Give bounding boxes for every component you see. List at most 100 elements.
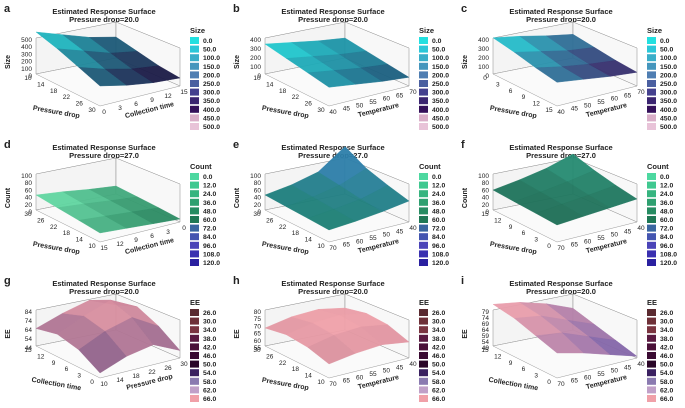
legend-swatch — [190, 395, 199, 402]
legend-swatch — [647, 360, 656, 368]
z-axis-label: Count — [234, 187, 241, 208]
legend-label: 50.0 — [203, 362, 216, 369]
legend-title: EE — [419, 298, 429, 307]
legend-title: EE — [190, 298, 200, 307]
legend-label: 0.0 — [432, 38, 442, 45]
legend-swatch — [190, 37, 199, 44]
x-tick-label: 15 — [24, 347, 32, 354]
z-tick-label: 100 — [21, 66, 32, 73]
legend-swatch — [190, 343, 199, 351]
y-tick-label: 65 — [571, 378, 579, 385]
legend-label: 84.0 — [432, 234, 445, 241]
legend-label: 48.0 — [432, 208, 445, 215]
y-tick-label: 55 — [369, 235, 377, 242]
legend-label: 350.0 — [203, 98, 220, 105]
legend-swatch — [647, 309, 656, 316]
y-tick-label: 40 — [409, 225, 417, 232]
surface-patch — [360, 184, 410, 212]
legend-swatch — [647, 207, 656, 215]
legend-label: 250.0 — [203, 81, 220, 88]
x-tick-label: 10 — [317, 243, 325, 250]
y-tick-label: 45 — [396, 364, 404, 371]
x-axis-label: Pressure drop — [32, 105, 80, 120]
x-tick-label: 9 — [52, 360, 56, 367]
y-tick-label: 40 — [557, 109, 565, 116]
legend-title: Size — [419, 26, 434, 35]
legend-label: 36.0 — [660, 200, 673, 207]
legend-label: 400.0 — [203, 107, 220, 114]
y-axis-label: Temperature — [585, 374, 627, 391]
legend-swatch — [419, 80, 428, 87]
y-tick-label: 65 — [343, 378, 351, 385]
legend-swatch — [419, 190, 428, 198]
legend-swatch — [190, 207, 199, 215]
legend-label: 500.0 — [203, 124, 220, 131]
y-tick-label: 12 — [116, 241, 124, 248]
legend-swatch — [190, 259, 199, 266]
z-tick-label: 400 — [250, 37, 261, 44]
z-axis-label: Size — [5, 55, 12, 69]
x-tick-label: 30 — [253, 211, 261, 218]
x-tick-label: 3 — [496, 81, 500, 88]
x-tick-label: 14 — [305, 373, 313, 380]
y-tick-label: 70 — [329, 245, 337, 252]
legend-label: 200.0 — [203, 72, 220, 79]
panel-title: Estimated Response Surface — [509, 7, 612, 16]
y-tick-label: 45 — [624, 364, 632, 371]
z-tick-label: 84 — [25, 309, 33, 316]
x-tick-label: 9 — [509, 224, 513, 231]
legend-swatch — [647, 37, 656, 44]
y-tick-label: 60 — [584, 238, 592, 245]
legend-swatch — [190, 45, 199, 53]
y-tick-label: 26 — [164, 365, 172, 372]
legend-swatch — [190, 114, 199, 122]
legend-label: 84.0 — [660, 234, 673, 241]
legend-swatch — [647, 224, 656, 232]
x-tick-label: 30 — [317, 107, 325, 114]
legend-label: 96.0 — [203, 243, 216, 250]
panel-title: Estimated Response Surface — [509, 143, 612, 152]
x-tick-label: 0 — [90, 379, 94, 386]
legend-label: 200.0 — [432, 72, 449, 79]
legend-swatch — [647, 190, 656, 198]
legend-label: 100.0 — [660, 55, 677, 62]
legend-swatch — [419, 88, 428, 96]
legend-swatch — [647, 114, 656, 122]
legend-swatch — [190, 334, 199, 342]
legend-swatch — [647, 377, 656, 385]
legend-label: 48.0 — [203, 208, 216, 215]
legend-swatch — [419, 173, 428, 180]
z-axis-label: EE — [462, 329, 469, 339]
x-axis-label: Pressure drop — [261, 377, 309, 392]
legend-label: 500.0 — [660, 124, 677, 131]
x-tick-label: 14 — [76, 237, 84, 244]
legend-label: 500.0 — [432, 124, 449, 131]
x-tick-label: 12 — [494, 217, 502, 224]
legend-label: 38.0 — [203, 336, 216, 343]
y-axis-label: Temperature — [585, 102, 627, 119]
legend-swatch — [190, 71, 199, 79]
legend-title: Size — [190, 26, 205, 35]
legend-label: 0.0 — [660, 174, 670, 181]
legend-label: 66.0 — [432, 396, 445, 403]
legend-swatch — [190, 386, 199, 394]
legend-label: 36.0 — [203, 200, 216, 207]
panel-letter: g — [4, 275, 11, 287]
y-tick-label: 50 — [611, 232, 619, 239]
x-tick-label: 9 — [509, 360, 513, 367]
z-tick-label: 300 — [250, 46, 261, 53]
legend-label: 50.0 — [203, 47, 216, 54]
legend-label: 62.0 — [432, 387, 445, 394]
z-tick-label: 54 — [482, 339, 490, 346]
legend-swatch — [647, 241, 656, 249]
panel-letter: b — [233, 3, 240, 15]
legend-title: Count — [190, 162, 212, 171]
legend-swatch — [190, 369, 199, 377]
legend-label: 450.0 — [203, 115, 220, 122]
legend-swatch — [190, 88, 199, 96]
legend-label: 450.0 — [432, 115, 449, 122]
legend-label: 0.0 — [203, 174, 213, 181]
legend-swatch — [419, 317, 428, 325]
